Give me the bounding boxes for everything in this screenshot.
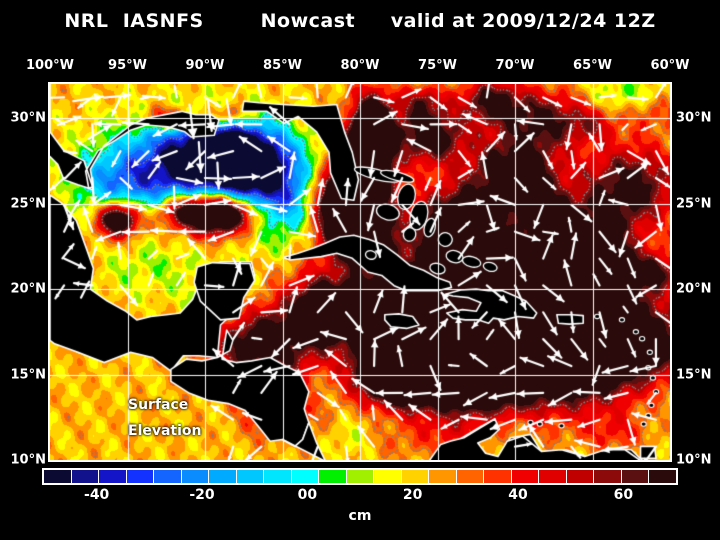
lon-tick-7: 65°W (573, 58, 612, 73)
colorbar-cell-18 (539, 470, 567, 483)
figure-title: NRL IASNFS Nowcast valid at 2009/12/24 1… (64, 10, 656, 32)
colorbar-cell-9 (291, 470, 320, 483)
colorbar-cell-3 (126, 470, 155, 483)
longitude-axis-top: 100°W 95°W 90°W 85°W 80°W 75°W 70°W 65°W 60°W (26, 58, 689, 76)
colorbar-cell-12 (374, 470, 402, 483)
map-plot-area[interactable]: Surface Elevation (48, 82, 672, 462)
colorbar-cell-21 (621, 470, 650, 483)
colorbar-tick-0: -40 (84, 487, 110, 503)
lon-tick-4: 80°W (340, 58, 380, 73)
lat-tick-0: 30°N (676, 110, 712, 126)
colorbar-cell-2 (99, 470, 127, 483)
colorbar-cell-17 (511, 470, 540, 483)
colorbar-cell-13 (401, 470, 430, 483)
colorbar-cell-5 (181, 470, 210, 483)
lat-tick-2: 20°N (10, 281, 46, 297)
colorbar-cell-11 (346, 470, 375, 483)
colorbar-cell-16 (484, 470, 512, 483)
colorbar-cell-22 (649, 470, 676, 483)
lon-tick-3: 85°W (263, 58, 302, 73)
latitude-axis-left: 30°N 25°N 20°N 15°N 10°N (2, 82, 46, 468)
lat-tick-2: 20°N (676, 281, 712, 297)
lat-tick-4: 10°N (10, 452, 46, 468)
lat-tick-3: 15°N (676, 367, 712, 383)
surface-elevation-heatmap (50, 84, 670, 460)
colorbar-tick-1: -20 (189, 487, 215, 503)
colorbar-cell-1 (71, 470, 100, 483)
colorbar-cell-20 (594, 470, 622, 483)
colorbar-tick-4: 40 (508, 487, 528, 503)
lon-tick-8: 60°W (650, 58, 690, 73)
colorbar-tick-3: 20 (402, 487, 423, 503)
lon-tick-5: 75°W (418, 58, 457, 73)
lat-tick-4: 10°N (676, 452, 712, 468)
colorbar-cell-0 (44, 470, 72, 483)
lat-tick-3: 15°N (10, 367, 46, 383)
colorbar-cell-8 (264, 470, 292, 483)
colorbar (42, 468, 678, 485)
colorbar-tick-5: 60 (613, 487, 634, 503)
colorbar-cell-4 (154, 470, 182, 483)
colorbar-cell-15 (456, 470, 485, 483)
lat-tick-1: 25°N (676, 196, 712, 212)
colorbar-unit-label: cm (348, 508, 372, 524)
lon-tick-2: 90°W (185, 58, 225, 73)
lon-tick-6: 70°W (495, 58, 535, 73)
colorbar-cell-6 (209, 470, 237, 483)
colorbar-cell-7 (236, 470, 265, 483)
lat-tick-0: 30°N (10, 110, 46, 126)
lon-tick-1: 95°W (108, 58, 147, 73)
colorbar-cell-10 (319, 470, 347, 483)
lat-tick-1: 25°N (10, 196, 46, 212)
colorbar-tick-2: 00 (297, 487, 318, 503)
colorbar-tick-labels: -40 -20 00 20 40 60 (42, 487, 678, 505)
colorbar-cell-14 (429, 470, 457, 483)
colorbar-cell-19 (566, 470, 595, 483)
latitude-axis-right: 30°N 25°N 20°N 15°N 10°N (676, 82, 720, 468)
lon-tick-0: 100°W (26, 58, 74, 73)
